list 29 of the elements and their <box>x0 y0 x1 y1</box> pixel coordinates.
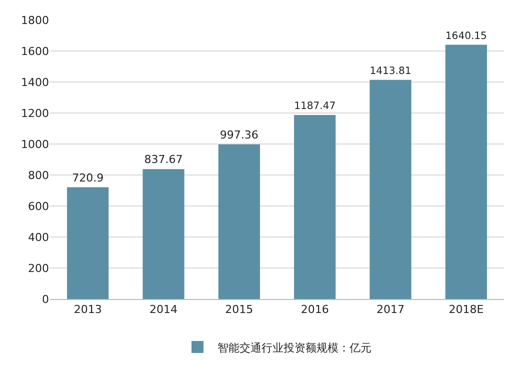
x-tick-label: 2016 <box>300 303 329 316</box>
bar <box>370 80 412 299</box>
y-tick-label: 1000 <box>21 138 49 151</box>
x-tick-label: 2013 <box>74 303 102 316</box>
data-label: 1413.81 <box>370 66 412 78</box>
x-tick-label: 2014 <box>150 303 178 316</box>
x-tick-label: 2017 <box>376 303 404 316</box>
bar <box>445 44 487 299</box>
bar <box>142 169 184 299</box>
x-tick-label: 2018E <box>448 303 484 316</box>
y-tick-label: 400 <box>28 230 49 244</box>
data-label: 1640.15 <box>445 31 487 42</box>
y-tick-label: 1800 <box>21 14 49 27</box>
bar <box>294 114 336 299</box>
y-tick-label: 600 <box>28 200 49 213</box>
y-tick-label: 1200 <box>21 106 49 120</box>
data-label: 720.9 <box>72 171 104 184</box>
y-tick-label: 0 <box>42 292 49 306</box>
y-tick-label: 1400 <box>21 76 49 89</box>
y-tick-label: 1600 <box>21 44 49 58</box>
data-label: 1187.47 <box>294 101 336 112</box>
y-tick-label: 200 <box>28 262 49 275</box>
y-tick-label: 800 <box>28 168 49 182</box>
data-label: 997.36 <box>220 128 258 142</box>
x-tick-label: 2015 <box>225 303 254 316</box>
bar <box>67 187 109 299</box>
bar <box>218 144 260 299</box>
legend-label: 智能交通行业投资额规模：亿元 <box>218 341 372 354</box>
data-label: 837.67 <box>144 153 183 166</box>
